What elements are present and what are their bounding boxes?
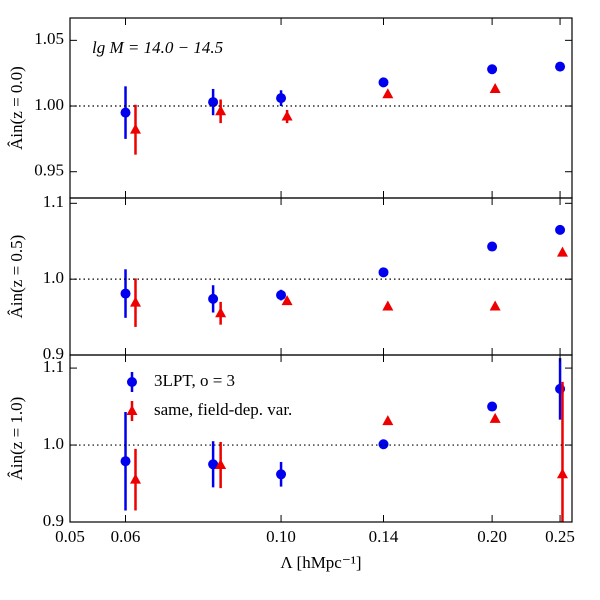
panel-frame xyxy=(69,354,573,523)
point xyxy=(281,110,293,121)
point xyxy=(208,459,219,470)
point xyxy=(215,105,227,116)
point xyxy=(487,241,498,252)
point xyxy=(556,468,568,479)
point xyxy=(382,300,394,311)
point xyxy=(556,246,568,257)
point xyxy=(378,439,389,450)
x-tick-label: 0.10 xyxy=(266,527,296,546)
x-tick-label: 0.25 xyxy=(545,527,575,546)
point xyxy=(120,107,131,118)
y-tick-label: 1.1 xyxy=(43,357,64,376)
y-axis-label: Âin(z = 1.0) xyxy=(7,397,26,481)
point xyxy=(215,459,227,470)
point xyxy=(489,300,501,311)
y-tick-label: 1.0 xyxy=(43,434,64,453)
x-tick-label: 0.06 xyxy=(111,527,141,546)
annotation: lg M = 14.0 − 14.5 xyxy=(92,38,223,57)
point xyxy=(555,61,566,72)
legend-marker xyxy=(126,405,138,415)
plot-area xyxy=(120,358,568,522)
point xyxy=(129,123,141,134)
y-tick-label: 1.0 xyxy=(43,268,64,287)
point xyxy=(120,456,131,467)
y-tick-label: 0.9 xyxy=(43,344,64,363)
point xyxy=(129,473,141,484)
y-tick-label: 0.9 xyxy=(43,511,64,530)
point xyxy=(276,469,287,480)
point xyxy=(276,290,287,301)
y-tick-label: 1.00 xyxy=(34,95,64,114)
y-tick-label: 1.1 xyxy=(43,192,64,211)
x-tick-label: 0.20 xyxy=(477,527,507,546)
legend-marker xyxy=(127,377,137,387)
y-axis-label: Âin(z = 0.5) xyxy=(7,235,26,319)
point xyxy=(208,293,219,304)
plot-area xyxy=(120,61,566,155)
y-tick-label: 1.05 xyxy=(34,29,64,48)
point xyxy=(487,64,498,75)
point xyxy=(208,97,219,108)
point xyxy=(489,412,501,423)
point xyxy=(120,288,131,299)
plot-area xyxy=(120,224,568,327)
point xyxy=(489,82,501,93)
legend-label: same, field-dep. var. xyxy=(154,400,292,419)
point xyxy=(487,401,498,412)
x-tick-label: 0.05 xyxy=(55,527,85,546)
x-tick-label: 0.14 xyxy=(369,527,399,546)
x-axis-label: Λ [hMpc⁻¹] xyxy=(280,553,361,572)
point xyxy=(378,77,389,88)
point xyxy=(382,415,394,426)
point xyxy=(129,296,141,307)
point xyxy=(378,267,389,278)
point xyxy=(281,295,293,306)
y-tick-label: 0.95 xyxy=(34,161,64,180)
panel-frame xyxy=(69,197,573,356)
point xyxy=(555,224,566,235)
point xyxy=(276,93,287,104)
y-axis-label: Âin(z = 0.0) xyxy=(7,66,26,150)
legend-label: 3LPT, o = 3 xyxy=(154,371,235,390)
point xyxy=(215,307,227,318)
point xyxy=(382,88,394,99)
